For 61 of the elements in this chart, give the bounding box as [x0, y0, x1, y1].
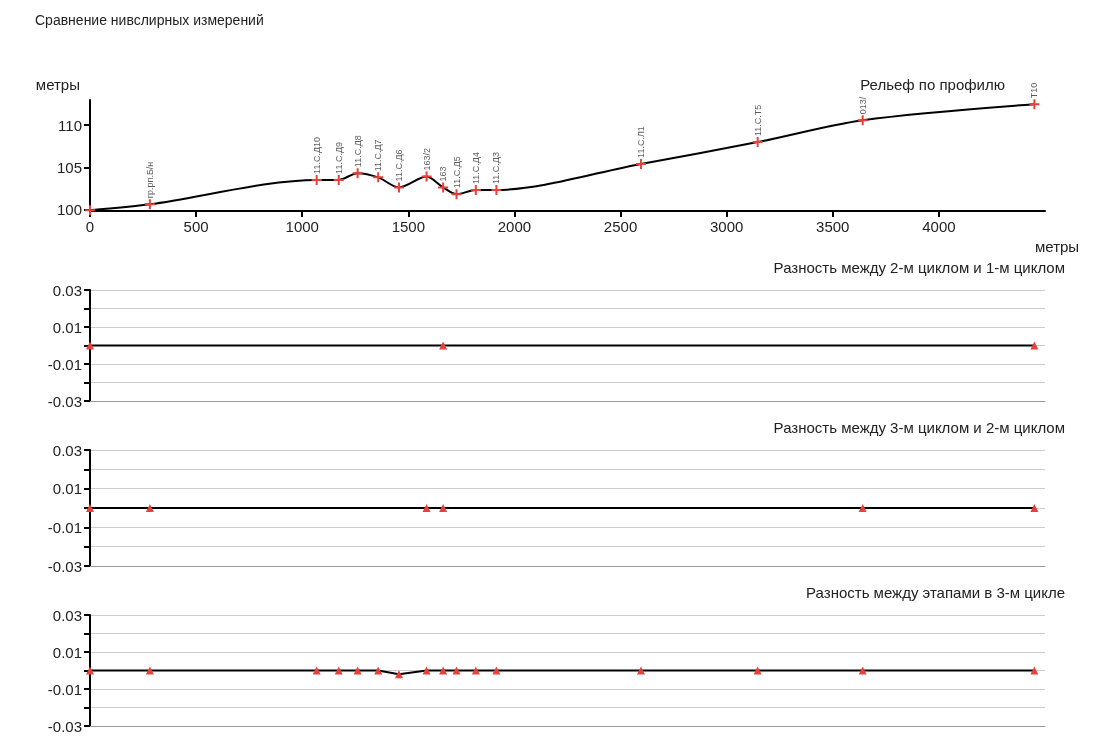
y-tick-label: 0.01 [52, 480, 82, 498]
x-tick-label: 1000 [285, 218, 319, 235]
x-tick-label: 0 [85, 218, 95, 235]
y-tick-label: -0.03 [47, 557, 82, 575]
y-tick-label: -0.01 [47, 518, 82, 536]
annotation: 11.С.Д7 [373, 139, 384, 172]
y-tick-label: 0.01 [52, 643, 82, 661]
point [752, 137, 763, 148]
annotation: 11.С.Д10 [311, 136, 322, 174]
chart-title: Сравнение нивслирных измерений [35, 12, 264, 28]
point [451, 189, 462, 200]
x-tick-label: 3500 [816, 218, 850, 235]
chart-title: Разность между 3-м циклом и 2-м циклом [773, 419, 1066, 436]
x-tick-label: 2000 [497, 218, 532, 235]
point [857, 115, 868, 126]
point [373, 172, 384, 183]
annotation: 11.С.Д6 [394, 149, 404, 182]
point [1029, 99, 1040, 110]
x-tick-label: 500 [183, 218, 209, 235]
point [438, 182, 449, 193]
x-tick-label: 3000 [709, 218, 744, 235]
annotation: 163 [438, 166, 449, 182]
y-tick-label: 105 [56, 158, 82, 176]
x-tick-label: 4000 [922, 218, 956, 235]
point [311, 174, 322, 185]
y-tick-label: -0.01 [47, 355, 82, 373]
x-axis-title: метры [1035, 238, 1080, 255]
y-tick-label: 100 [56, 200, 82, 218]
point [470, 184, 481, 195]
annotation: гр.рп.Б/н [144, 161, 155, 199]
point [491, 184, 502, 195]
annotation: 11.С.Д3 [491, 152, 502, 184]
annotation: 11.С.Д4 [470, 152, 481, 184]
x-tick-label: 2500 [603, 218, 638, 235]
annotation: 11.С.Д8 [352, 135, 363, 168]
y-tick-label: 110 [58, 116, 82, 134]
annotation: 11.С.Л1 [635, 126, 646, 158]
y-tick-label: -0.01 [47, 680, 82, 698]
annotation: 11.С.Т5 [752, 104, 763, 137]
chart-title: Разность между этапами в 3-м цикле [806, 584, 1065, 601]
annotation: 11.С.Д5 [451, 156, 462, 189]
chart-title: Разность между 2-м циклом и 1-м циклом [773, 259, 1066, 276]
y-axis-title: метры [35, 76, 80, 93]
point [333, 174, 344, 185]
point [394, 182, 404, 193]
point [352, 168, 363, 179]
point [421, 171, 432, 182]
y-tick-label: -0.03 [47, 392, 82, 410]
annotation: 163/2 [421, 147, 432, 171]
x-tick-label: 1500 [391, 218, 426, 235]
annotation: Т10 [1029, 82, 1040, 99]
chart-subtitle: Рельеф по профилю [860, 76, 1006, 93]
y-tick-label: 0.03 [52, 606, 82, 624]
point [144, 199, 155, 210]
point [635, 158, 646, 169]
annotation: 013/ [857, 96, 868, 115]
y-tick-label: 0.03 [52, 281, 82, 299]
y-tick-label: 0.03 [52, 441, 82, 459]
y-tick-label: 0.01 [52, 318, 82, 336]
y-tick-label: -0.03 [47, 717, 82, 735]
annotation: 11.С.Д9 [333, 141, 344, 174]
